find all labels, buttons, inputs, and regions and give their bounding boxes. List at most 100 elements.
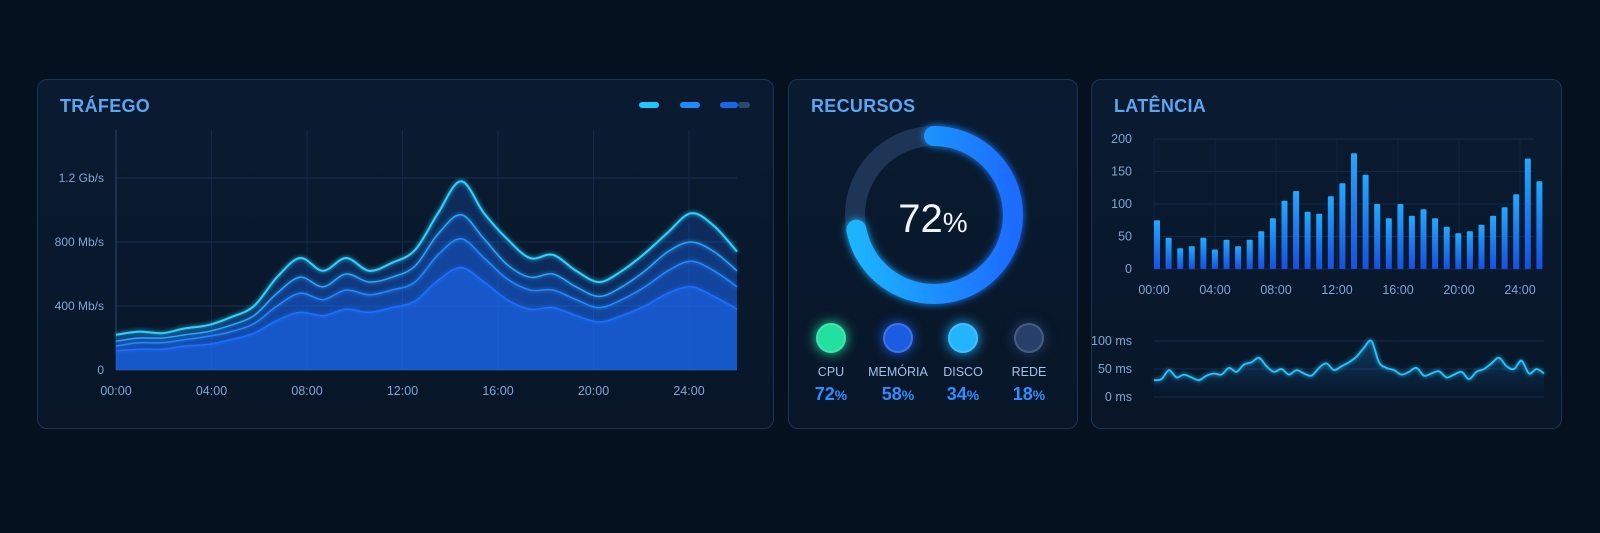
latency-bar (1223, 239, 1230, 270)
y-tick-label: 200 (1111, 132, 1132, 146)
latency-bar (1501, 207, 1508, 270)
latency-bar (1362, 174, 1369, 270)
x-tick-label: 12:00 (1321, 283, 1352, 297)
traffic-chart: 0 400 Mb/s 800 Mb/s 1.2 Gb/s 00:00 04:00 08:00… (55, 130, 738, 398)
legend-swatch-4 (738, 102, 750, 108)
y-tick-label: 100 ms (1092, 334, 1132, 348)
traffic-area-series-2 (116, 214, 737, 370)
x-tick-label: 20:00 (578, 384, 609, 398)
latency-bar (1269, 218, 1276, 269)
x-tick-label: 16:00 (482, 384, 513, 398)
x-tick-label: 12:00 (387, 384, 418, 398)
resources-title: RECURSOS (811, 96, 916, 116)
latency-bar (1281, 200, 1288, 270)
latency-bar (1235, 246, 1242, 270)
resource-status-dot (883, 323, 913, 353)
traffic-line-series-4 (115, 266, 738, 352)
resource-label: MEMÓRIA (868, 365, 928, 379)
x-tick-label: 20:00 (1443, 283, 1474, 297)
latency-panel: LATÊNCIA 0 50 100 150 200 00:00 04:00 08:00 12:0… (1091, 79, 1562, 429)
x-tick-label: 04:00 (1199, 283, 1230, 297)
latency-bar (1455, 233, 1462, 270)
traffic-area-series-4 (116, 267, 737, 370)
traffic-line-series-2 (115, 214, 738, 342)
resource-item-rede[interactable]: REDE 18% (994, 323, 1064, 405)
y-tick-label: 1.2 Gb/s (59, 171, 104, 185)
latency-bar (1339, 183, 1346, 269)
traffic-line-series-3 (115, 238, 738, 347)
resource-label: DISCO (943, 365, 983, 379)
latency-bar (1258, 231, 1265, 269)
y-tick-label: 800 Mb/s (55, 235, 104, 249)
traffic-area-series-3 (116, 238, 737, 370)
latency-bar (1211, 249, 1218, 269)
x-tick-label: 16:00 (1382, 283, 1413, 297)
resource-value: 18% (1012, 384, 1046, 404)
y-tick-label: 50 (1118, 230, 1132, 244)
x-tick-label: 24:00 (1504, 283, 1535, 297)
resource-value: 58% (881, 384, 915, 404)
x-tick-label: 08:00 (291, 384, 322, 398)
y-tick-label: 400 Mb/s (55, 299, 104, 313)
resource-label: REDE (1011, 365, 1047, 379)
gauge-value: 72% (898, 197, 968, 241)
latency-bar (1374, 204, 1381, 269)
latency-bar (1177, 248, 1184, 269)
latency-bar (1397, 204, 1404, 269)
x-tick-label: 04:00 (196, 384, 227, 398)
latency-bar (1246, 239, 1253, 270)
latency-bar (1513, 194, 1520, 270)
latency-bar (1200, 237, 1207, 269)
y-tick-label: 50 ms (1098, 362, 1132, 376)
resource-item-disco[interactable]: DISCO 34% (928, 323, 998, 405)
legend-swatch-3 (720, 102, 738, 108)
resource-status-dot (1014, 323, 1044, 353)
latency-bar (1490, 215, 1497, 269)
legend-swatch-1 (639, 102, 659, 108)
latency-title: LATÊNCIA (1114, 96, 1207, 116)
traffic-line-series-1 (115, 180, 738, 336)
y-tick-label: 100 (1111, 197, 1132, 211)
resource-item-cpu[interactable]: CPU 72% (796, 323, 866, 405)
x-tick-label: 08:00 (1260, 283, 1291, 297)
resources-gauge (845, 126, 1023, 304)
latency-bar (1165, 237, 1172, 269)
latency-bar (1316, 213, 1323, 270)
resource-value: 34% (946, 384, 980, 404)
latency-bar (1478, 224, 1485, 269)
latency-bar (1408, 215, 1415, 269)
latency-charts: 0 50 100 150 200 00:00 04:00 08:00 12:00 16:00 20:… (1092, 132, 1545, 404)
resource-value: 72% (814, 384, 848, 404)
resources-panel: RECURSOS 72% CPU 72% MEMÓRIA 58% DISCO 34% RED… (788, 79, 1078, 429)
x-tick-label: 00:00 (1138, 283, 1169, 297)
latency-bar (1327, 196, 1334, 269)
traffic-panel: TRÁFEGO 0 400 Mb/s 800 Mb/s 1.2 Gb/s 00:00 04… (37, 79, 774, 429)
y-tick-label: 150 (1111, 165, 1132, 179)
latency-bar (1443, 226, 1450, 270)
latency-bar (1420, 209, 1427, 269)
latency-bar (1304, 211, 1311, 269)
x-tick-label: 24:00 (673, 384, 704, 398)
resource-status-dot (948, 323, 978, 353)
latency-bar (1385, 218, 1392, 269)
y-tick-label: 0 (1125, 262, 1132, 276)
latency-bar (1432, 218, 1439, 269)
gauge-arc (845, 126, 1023, 304)
latency-line-area (1154, 340, 1544, 397)
y-tick-label: 0 ms (1105, 390, 1132, 404)
traffic-title: TRÁFEGO (60, 96, 151, 116)
resource-item-memória[interactable]: MEMÓRIA 58% (863, 323, 933, 405)
latency-bar (1536, 181, 1543, 270)
latency-bar (1154, 220, 1160, 270)
latency-line (1153, 339, 1545, 382)
y-tick-label: 0 (97, 363, 104, 377)
latency-bar (1188, 246, 1195, 270)
latency-bar (1524, 158, 1531, 269)
resource-label: CPU (817, 365, 845, 379)
latency-bar (1466, 231, 1473, 269)
x-tick-label: 00:00 (100, 384, 131, 398)
latency-bar (1351, 153, 1357, 269)
resource-status-dot (816, 323, 846, 353)
latency-bar (1293, 191, 1300, 269)
legend-swatch-2 (680, 102, 700, 108)
